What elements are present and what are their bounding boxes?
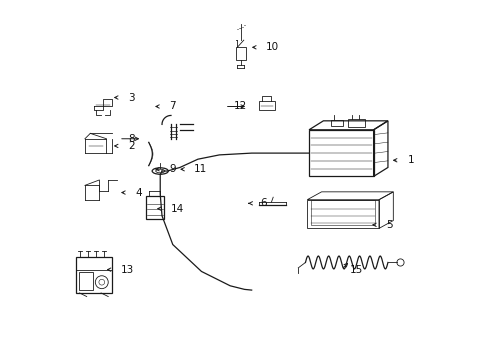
Bar [145, 196, 163, 220]
Bar [79, 272, 93, 290]
Bar [306, 200, 378, 228]
Bar [308, 130, 373, 176]
Bar [76, 257, 112, 293]
Text: 4: 4 [135, 188, 142, 198]
Text: 10: 10 [265, 42, 279, 52]
Bar [330, 120, 343, 126]
Text: 8: 8 [128, 134, 134, 144]
Text: 5: 5 [386, 220, 392, 230]
Text: 9: 9 [169, 164, 176, 174]
Text: 6: 6 [260, 198, 267, 208]
Text: 15: 15 [349, 265, 363, 275]
Text: 2: 2 [128, 141, 134, 151]
Text: 1: 1 [407, 155, 413, 165]
Text: 11: 11 [194, 164, 207, 174]
Text: 12: 12 [233, 102, 246, 112]
Text: 7: 7 [169, 102, 176, 112]
Text: 13: 13 [121, 265, 134, 275]
Bar [310, 200, 375, 225]
Text: 3: 3 [128, 93, 134, 103]
Bar [348, 119, 364, 127]
Text: 14: 14 [171, 204, 184, 214]
Bar [258, 101, 274, 110]
Bar [235, 47, 245, 60]
